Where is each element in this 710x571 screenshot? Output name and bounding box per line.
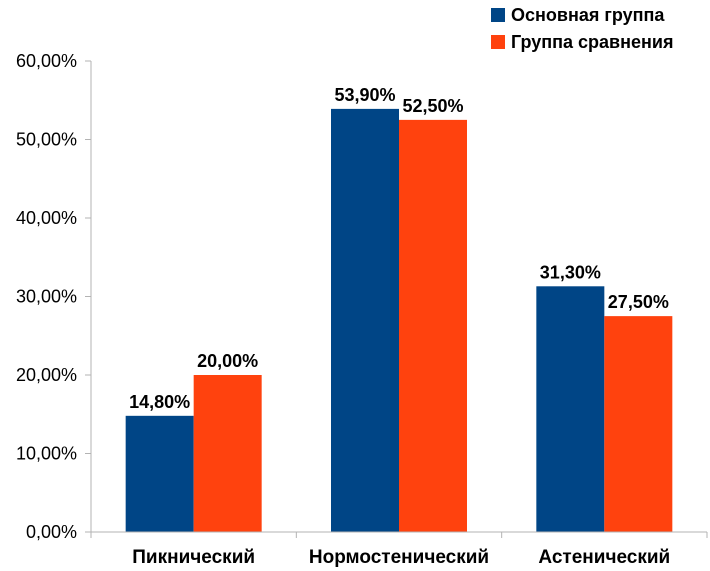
legend-swatch [491,8,505,22]
x-category-label: Пикнический [132,547,255,568]
data-label: 53,90% [334,85,395,105]
y-tick-label: 40,00% [16,208,77,228]
bar [125,415,194,532]
legend-label: Основная группа [511,5,665,25]
data-labels: 14,80% 20,00% 53,90% 52,50% 31,30% 27,50% [129,85,669,412]
x-axis: Пикнический Нормостенический Астенический [90,531,708,568]
y-tick-label: 30,00% [16,287,77,307]
bar [193,375,262,532]
data-label: 52,50% [402,96,463,116]
y-tick-label: 20,00% [16,365,77,385]
legend-label: Группа сравнения [511,32,673,52]
data-label: 27,50% [608,292,669,312]
data-label: 14,80% [129,392,190,412]
bar [536,286,605,532]
x-category-label: Астенический [538,547,670,568]
y-axis: 0,00% 10,00% 20,00% 30,00% 40,00% 50,00% 60,00… [16,51,92,542]
bars [125,108,673,532]
y-tick-label: 0,00% [26,522,77,542]
bar [399,119,467,532]
y-tick-label: 60,00% [16,51,77,71]
bar [331,108,399,532]
data-label: 20,00% [197,351,258,371]
y-tick-label: 50,00% [16,130,77,150]
legend: Основная группа Группа сравнения [491,5,673,52]
x-category-label: Нормостенический [309,547,489,568]
data-label: 31,30% [540,262,601,282]
y-tick-label: 10,00% [16,444,77,464]
bar [604,316,673,532]
legend-swatch [491,35,505,49]
